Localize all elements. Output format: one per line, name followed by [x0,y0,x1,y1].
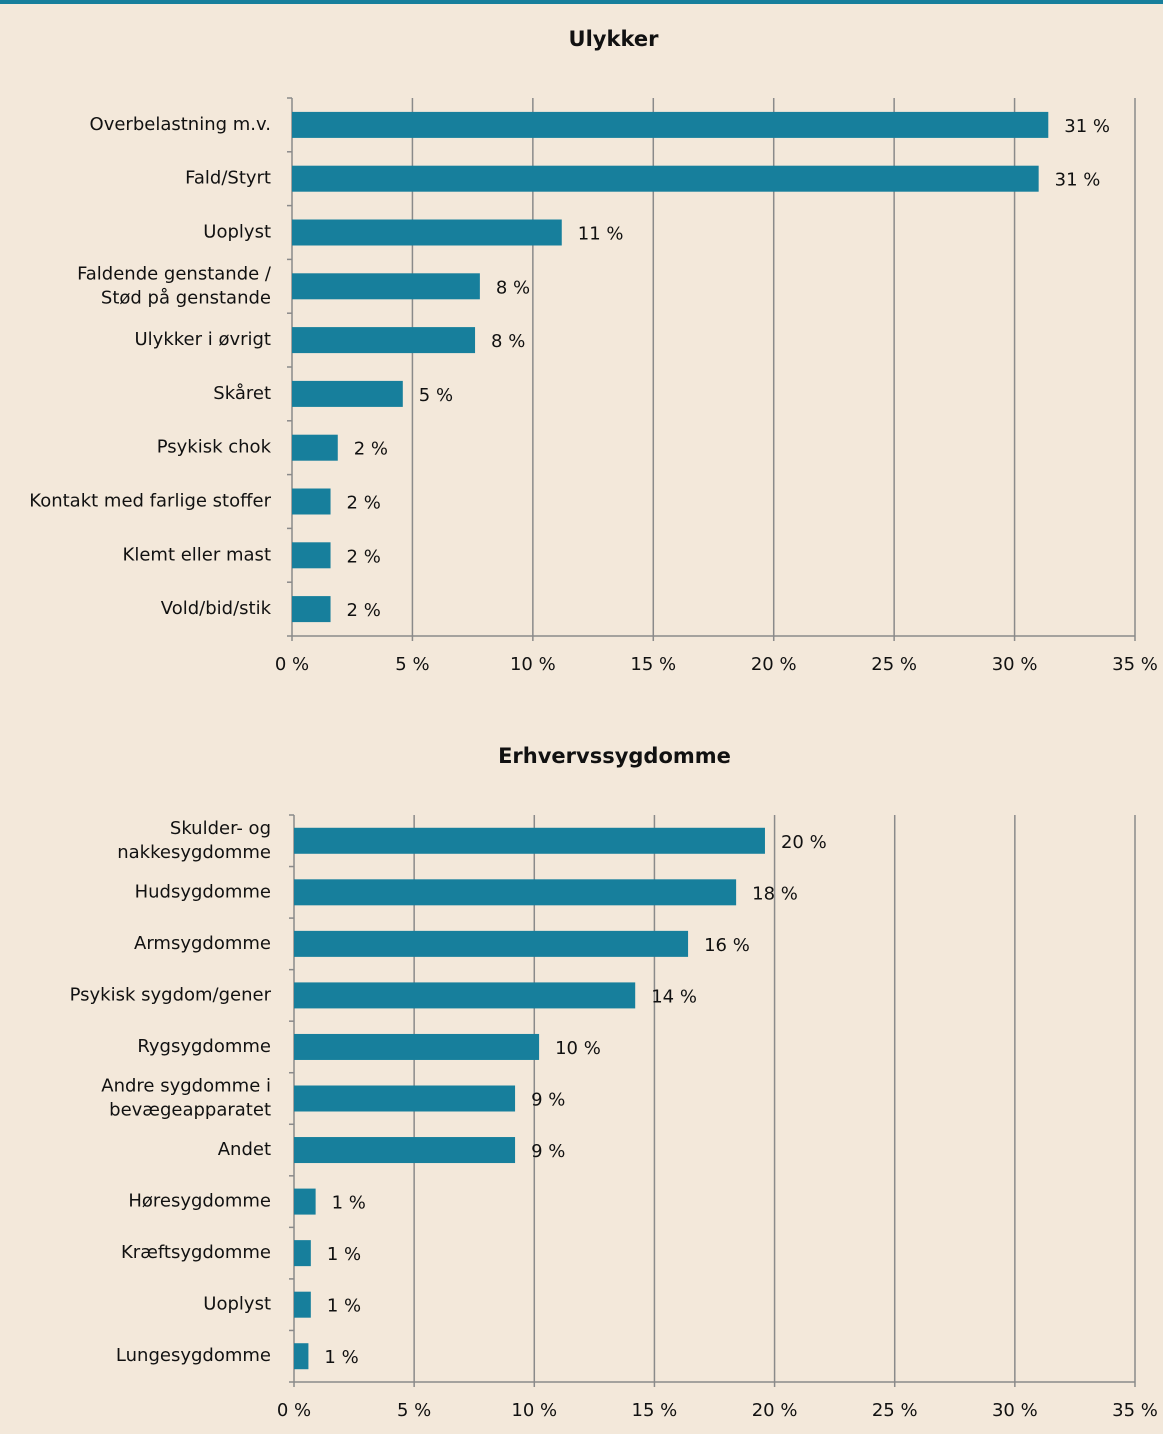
bar [294,1291,311,1318]
label-line: Stød på genstande [101,287,271,308]
label-line: Faldende genstande / [77,263,272,284]
y-tick-label: Vold/bid/stik [161,598,272,619]
data-label: 31 % [1064,116,1110,137]
bar [292,488,331,515]
y-tick-label: Kontakt med farlige stoffer [29,491,271,512]
y-tick-label: Uoplyst [203,222,271,243]
data-label: 8 % [496,277,530,298]
y-tick-label: Faldende genstande / Stød på genstande [77,263,272,308]
data-label: 1 % [324,1347,358,1368]
chart-title: Erhvervssygdomme [498,744,731,768]
bar [292,327,476,354]
data-label: 1 % [327,1296,361,1317]
bar [292,596,331,623]
y-tick-label: Armsygdomme [134,933,271,954]
bar [292,165,1039,192]
x-tick-label: 30 % [992,654,1038,675]
label-line: Skulder- og [170,818,271,839]
y-tick-label: Lungesygdomme [116,1345,271,1366]
top-border [0,0,1163,4]
bar [294,827,765,854]
x-tick-label: 15 % [630,654,676,675]
x-tick-label: 25 % [872,1400,918,1421]
bar [292,434,338,461]
y-tick-label: Fald/Styrt [185,168,271,189]
data-label: 31 % [1055,170,1101,191]
bar [294,879,737,906]
x-tick-label: 20 % [752,1400,798,1421]
bar [294,1033,540,1060]
data-label: 2 % [354,439,388,460]
bar [294,1343,309,1370]
y-tick-label: Høresygdomme [128,1191,271,1212]
data-label: 18 % [752,883,798,904]
data-label: 14 % [651,986,697,1007]
y-tick-label: Skåret [213,383,271,404]
y-tick-label: Overbelastning m.v. [90,114,271,135]
bar [294,1137,516,1164]
bar [294,1188,316,1215]
y-tick-label: Psykisk chok [157,437,272,458]
chart-title: Ulykker [569,27,660,51]
y-tick-label: Hudsygdomme [135,881,271,902]
y-tick-label: Psykisk sygdom/gener [70,984,272,1005]
data-label: 20 % [781,832,827,853]
data-label: 1 % [327,1244,361,1265]
data-label: 8 % [491,331,525,352]
x-tick-label: 20 % [751,654,797,675]
bar [294,1085,516,1112]
bar [292,219,562,246]
y-tick-label: Klemt eller mast [123,544,271,565]
data-label: 11 % [578,224,624,245]
y-tick-label: Andre sygdomme i bevægeapparatet [101,1076,271,1121]
y-tick-label: Rygsygdomme [137,1036,271,1057]
data-label: 2 % [347,600,381,621]
x-tick-label: 0 % [275,654,309,675]
label-line: nakkesygdomme [117,842,271,863]
label-line: bevægeapparatet [109,1100,271,1121]
data-label: 1 % [332,1193,366,1214]
y-tick-label: Andet [218,1139,271,1160]
data-label: 2 % [347,546,381,567]
x-tick-label: 15 % [632,1400,678,1421]
bar [292,273,480,300]
x-tick-label: 10 % [510,654,556,675]
x-tick-label: 35 % [1112,1400,1158,1421]
bar [292,111,1049,138]
x-tick-label: 35 % [1112,654,1158,675]
data-label: 16 % [704,935,750,956]
x-tick-label: 5 % [395,654,429,675]
x-tick-label: 25 % [871,654,917,675]
bar [292,380,403,407]
y-tick-label: Uoplyst [203,1294,271,1315]
data-label: 2 % [347,493,381,514]
y-tick-label: Ulykker i øvrigt [134,329,271,350]
data-label: 5 % [419,385,453,406]
bar [294,930,689,957]
x-tick-label: 5 % [397,1400,431,1421]
bar [294,1240,311,1267]
bar [292,542,331,569]
bar [294,982,636,1009]
y-tick-label: Kræftsygdomme [121,1242,271,1263]
x-tick-label: 30 % [992,1400,1038,1421]
data-label: 9 % [531,1090,565,1111]
y-tick-label: Skulder- og nakkesygdomme [117,818,271,863]
x-tick-label: 10 % [511,1400,557,1421]
label-line: Andre sygdomme i [101,1076,271,1097]
x-tick-label: 0 % [277,1400,311,1421]
data-label: 10 % [555,1038,601,1059]
data-label: 9 % [531,1141,565,1162]
